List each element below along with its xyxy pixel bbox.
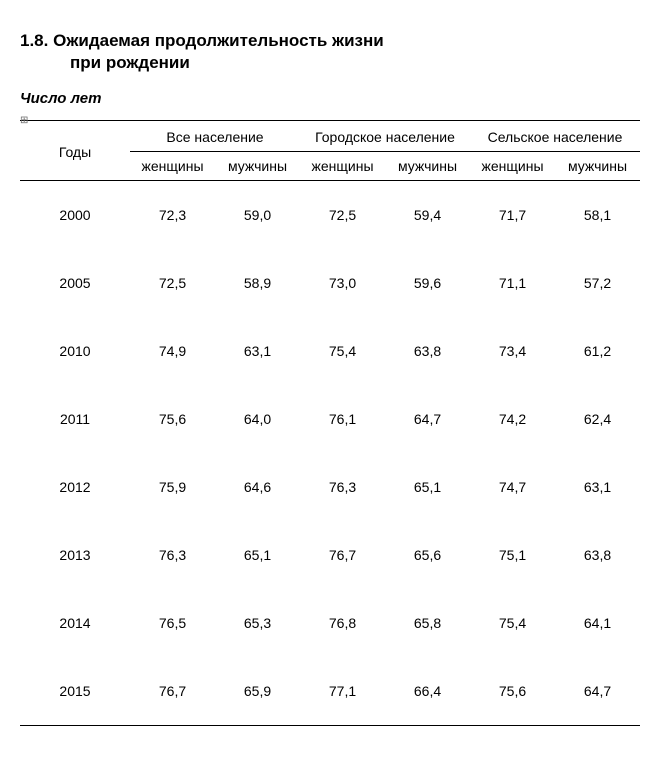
cell-value: 76,8: [300, 589, 385, 657]
cell-value: 76,7: [300, 521, 385, 589]
cell-year: 2015: [20, 657, 130, 726]
cell-value: 59,4: [385, 181, 470, 250]
section-title-line-2: при рождении: [20, 52, 640, 74]
cell-value: 76,7: [130, 657, 215, 726]
cell-value: 65,1: [385, 453, 470, 521]
table-row: 2013 76,3 65,1 76,7 65,6 75,1 63,8: [20, 521, 640, 589]
cell-year: 2012: [20, 453, 130, 521]
table-row: 2010 74,9 63,1 75,4 63,8 73,4 61,2: [20, 317, 640, 385]
cell-value: 75,6: [470, 657, 555, 726]
table-row: 2014 76,5 65,3 76,8 65,8 75,4 64,1: [20, 589, 640, 657]
cell-value: 64,1: [555, 589, 640, 657]
cell-year: 2014: [20, 589, 130, 657]
cell-value: 65,8: [385, 589, 470, 657]
cell-value: 65,9: [215, 657, 300, 726]
cell-value: 57,2: [555, 249, 640, 317]
cell-value: 72,3: [130, 181, 215, 250]
cell-value: 75,4: [470, 589, 555, 657]
cell-value: 59,0: [215, 181, 300, 250]
cell-value: 76,3: [300, 453, 385, 521]
section-number: 1.8.: [20, 31, 48, 50]
table-body: 2000 72,3 59,0 72,5 59,4 71,7 58,1 2005 …: [20, 181, 640, 726]
col-group-rural: Сельское население: [470, 121, 640, 152]
section-heading: 1.8. Ожидаемая продолжительность жизни п…: [20, 30, 640, 74]
cell-value: 63,1: [555, 453, 640, 521]
life-expectancy-table: Годы Все население Городское население С…: [20, 120, 640, 726]
col-sub-rural-men: мужчины: [555, 152, 640, 181]
cell-value: 71,7: [470, 181, 555, 250]
cell-value: 61,2: [555, 317, 640, 385]
cell-value: 73,4: [470, 317, 555, 385]
cell-year: 2000: [20, 181, 130, 250]
cell-value: 58,9: [215, 249, 300, 317]
cell-value: 63,1: [215, 317, 300, 385]
col-group-all: Все население: [130, 121, 300, 152]
cell-value: 58,1: [555, 181, 640, 250]
col-sub-all-men: мужчины: [215, 152, 300, 181]
cell-value: 75,4: [300, 317, 385, 385]
cell-value: 65,3: [215, 589, 300, 657]
cell-year: 2011: [20, 385, 130, 453]
cell-year: 2010: [20, 317, 130, 385]
table-row: 2005 72,5 58,9 73,0 59,6 71,1 57,2: [20, 249, 640, 317]
cell-value: 73,0: [300, 249, 385, 317]
units-label: Число лет: [20, 90, 640, 107]
cell-value: 64,7: [555, 657, 640, 726]
cell-value: 64,6: [215, 453, 300, 521]
cell-value: 64,7: [385, 385, 470, 453]
cell-value: 76,1: [300, 385, 385, 453]
cell-value: 76,5: [130, 589, 215, 657]
cell-value: 62,4: [555, 385, 640, 453]
cell-value: 65,6: [385, 521, 470, 589]
cell-value: 75,1: [470, 521, 555, 589]
cell-value: 74,2: [470, 385, 555, 453]
cell-value: 76,3: [130, 521, 215, 589]
cell-value: 66,4: [385, 657, 470, 726]
cell-value: 72,5: [130, 249, 215, 317]
cell-year: 2013: [20, 521, 130, 589]
table-row: 2012 75,9 64,6 76,3 65,1 74,7 63,1: [20, 453, 640, 521]
table-row: 2000 72,3 59,0 72,5 59,4 71,7 58,1: [20, 181, 640, 250]
col-sub-urban-men: мужчины: [385, 152, 470, 181]
cell-value: 75,6: [130, 385, 215, 453]
cell-value: 65,1: [215, 521, 300, 589]
cell-value: 72,5: [300, 181, 385, 250]
table-row: 2011 75,6 64,0 76,1 64,7 74,2 62,4: [20, 385, 640, 453]
cell-value: 63,8: [555, 521, 640, 589]
cell-value: 63,8: [385, 317, 470, 385]
col-sub-rural-women: женщины: [470, 152, 555, 181]
cell-year: 2005: [20, 249, 130, 317]
cell-value: 75,9: [130, 453, 215, 521]
col-sub-all-women: женщины: [130, 152, 215, 181]
cell-value: 74,7: [470, 453, 555, 521]
col-group-urban: Городское население: [300, 121, 470, 152]
table-row: 2015 76,7 65,9 77,1 66,4 75,6 64,7: [20, 657, 640, 726]
cell-value: 74,9: [130, 317, 215, 385]
section-title-line-1: Ожидаемая продолжительность жизни: [53, 31, 384, 50]
cell-value: 59,6: [385, 249, 470, 317]
col-header-year: Годы: [20, 121, 130, 181]
col-sub-urban-women: женщины: [300, 152, 385, 181]
cell-value: 64,0: [215, 385, 300, 453]
cell-value: 71,1: [470, 249, 555, 317]
cell-value: 77,1: [300, 657, 385, 726]
